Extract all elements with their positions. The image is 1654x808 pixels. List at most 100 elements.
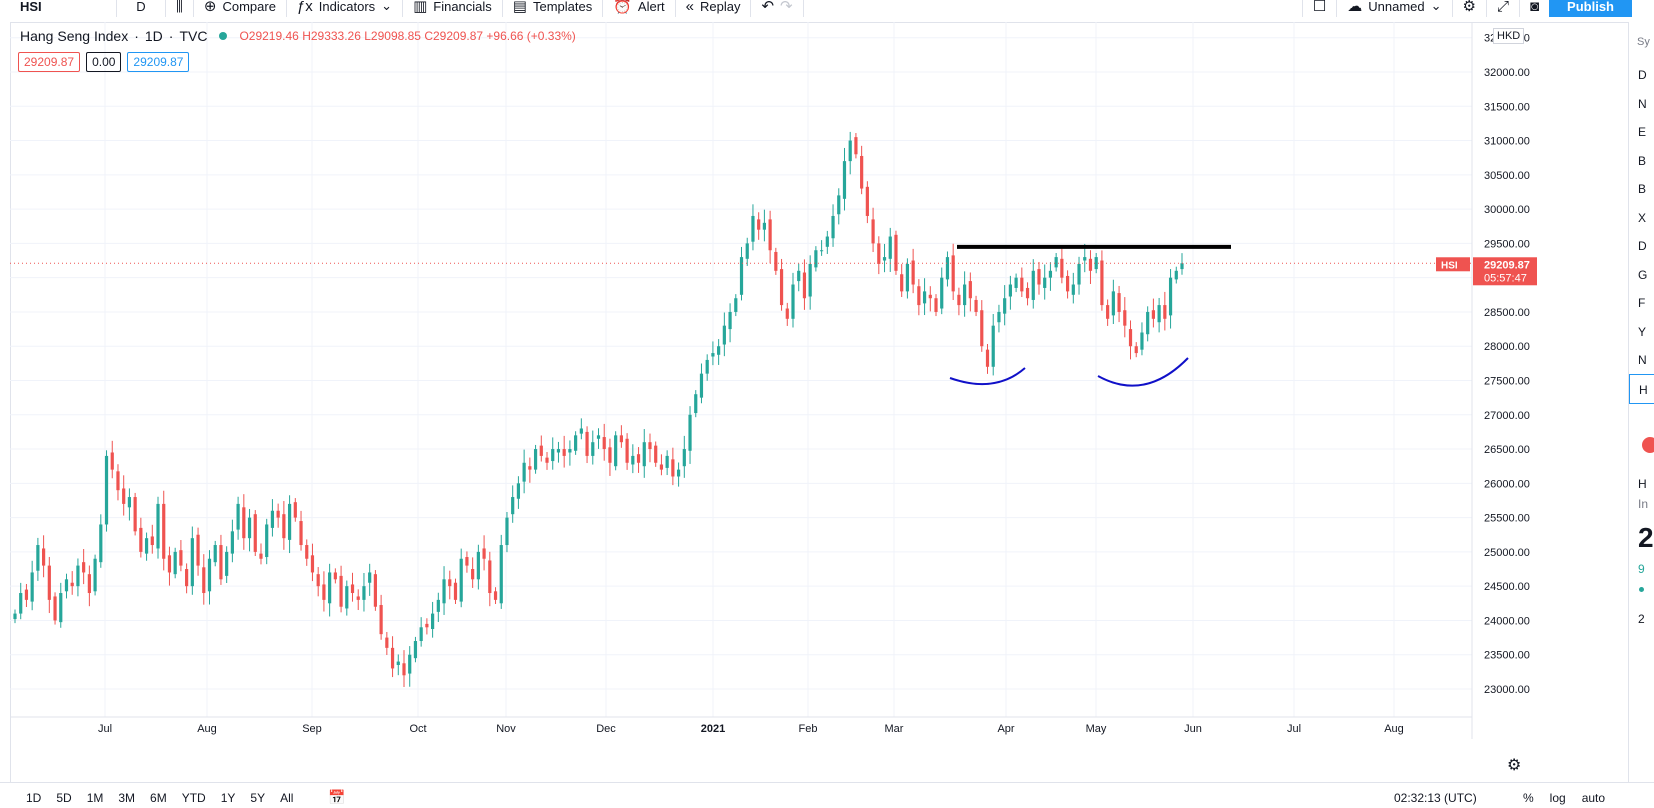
pattern-curve-left[interactable] <box>949 367 1026 386</box>
candle-body <box>1106 305 1110 319</box>
range-button-1m[interactable]: 1M <box>86 791 104 805</box>
candle-body <box>339 575 343 607</box>
range-button-5d[interactable]: 5D <box>56 791 72 805</box>
price-tick-label: 29500.00 <box>1484 238 1530 250</box>
range-button-6m[interactable]: 6M <box>150 791 167 805</box>
candle-body <box>24 589 29 600</box>
candle-body <box>688 414 692 451</box>
candle-body <box>282 514 286 539</box>
candle-body <box>442 579 446 604</box>
calendar-icon[interactable]: 📅 <box>328 789 346 805</box>
maximize-button[interactable]: ⤢ <box>1485 0 1519 17</box>
candle-body <box>791 284 795 319</box>
candle-body <box>59 593 63 623</box>
timezone-clock[interactable]: 02:32:13 (UTC) <box>1394 791 1477 805</box>
percent-scale-toggle[interactable]: % <box>1523 791 1534 805</box>
price-tick-label: 24000.00 <box>1484 615 1530 627</box>
candle-body <box>1180 263 1184 270</box>
candle-body <box>322 584 326 600</box>
range-button-all[interactable]: All <box>280 791 294 805</box>
settings-button[interactable]: ⚙ <box>1451 0 1486 17</box>
watchlist-row[interactable]: Y <box>1638 324 1647 339</box>
undo-icon[interactable]: ↶ <box>761 0 775 15</box>
publish-button[interactable]: Publish <box>1549 0 1632 17</box>
range-button-1d[interactable]: 1D <box>26 791 42 805</box>
candle-body <box>373 574 377 607</box>
time-tick-label: Nov <box>496 723 516 735</box>
chart-style-button[interactable]: ⫼ <box>166 0 194 17</box>
watchlist-row[interactable]: B <box>1638 153 1647 168</box>
financials-button[interactable]: ▥ Financials <box>403 0 503 17</box>
legend-change: +96.66 (+0.33%) <box>486 29 576 43</box>
indicators-button[interactable]: ƒx Indicators ⌄ <box>287 0 404 17</box>
price-tick-label: 23500.00 <box>1484 650 1530 662</box>
watchlist-row[interactable]: B <box>1638 182 1647 196</box>
bottom-toolbar: 1D 5D 1M 3M 6M YTD 1Y 5Y All 📅 02:32:13 (UTC) % … <box>0 782 1654 808</box>
candle-body <box>1168 277 1173 316</box>
compare-button[interactable]: ⊕ Compare <box>194 0 287 17</box>
range-button-ytd[interactable]: YTD <box>181 791 206 805</box>
candle-body <box>568 449 572 453</box>
candle-body <box>379 605 383 635</box>
redo-icon[interactable]: ↷ <box>780 0 793 15</box>
indicators-label: Indicators <box>318 0 376 14</box>
camera-icon: ◙ <box>1529 0 1540 15</box>
interval-button[interactable]: D <box>117 0 166 17</box>
templates-button[interactable]: ▤ Templates <box>503 0 604 17</box>
watchlist-panel-tab[interactable] <box>1632 0 1654 17</box>
candle-body <box>499 545 503 604</box>
candle-body <box>390 647 395 669</box>
currency-label[interactable]: HKD <box>1493 28 1525 44</box>
time-tick-label: Jun <box>1184 723 1202 735</box>
watchlist-row[interactable]: N <box>1638 96 1647 111</box>
candle-body <box>642 442 646 467</box>
fullscreen-toggle[interactable]: ☐ <box>1301 0 1336 17</box>
price-chart[interactable]: 32500.0032000.0031500.0031000.0030500.00… <box>10 22 1628 782</box>
legend-ohlc: O29219.46 H29333.26 L29098.85 C29209.87 … <box>239 29 575 43</box>
range-button-3m[interactable]: 3M <box>118 791 136 805</box>
watchlist-row[interactable]: D <box>1638 239 1647 253</box>
alarm-icon: ⏰ <box>613 0 632 15</box>
watchlist-row[interactable]: E <box>1638 125 1647 139</box>
candle-body <box>196 534 200 566</box>
candle-body <box>825 236 829 247</box>
sell-price-chip[interactable]: 29209.87 <box>18 52 81 72</box>
candle-body <box>888 236 892 259</box>
replay-button[interactable]: « Replay <box>676 0 752 17</box>
watchlist-row[interactable]: X <box>1638 210 1647 225</box>
chart-settings-icon[interactable]: ⚙ <box>1507 757 1522 774</box>
candle-body <box>1031 270 1035 300</box>
detail-sub: In <box>1638 497 1649 511</box>
auto-scale-toggle[interactable]: auto <box>1581 791 1606 805</box>
candle-body <box>36 545 40 571</box>
market-status-dot <box>219 32 228 40</box>
watchlist-row[interactable]: G <box>1638 267 1648 282</box>
detail-range: 2 <box>1638 612 1645 626</box>
log-scale-toggle[interactable]: log <box>1549 791 1566 805</box>
pattern-curve-right[interactable] <box>1097 357 1189 387</box>
candle-body <box>522 462 526 482</box>
candle-body <box>396 661 400 666</box>
candle-body <box>265 524 269 558</box>
candle-body <box>911 260 915 285</box>
candle-body <box>745 243 749 259</box>
symbol-search-button[interactable]: HSI <box>0 0 117 17</box>
candle-body <box>539 445 543 456</box>
watchlist-row[interactable]: D <box>1638 68 1647 82</box>
price-tick-label: 28500.00 <box>1484 307 1530 319</box>
watchlist-row[interactable]: H <box>1629 373 1654 404</box>
watchlist-row[interactable]: N <box>1638 353 1647 367</box>
buy-sell-chips: 29209.87 0.00 29209.87 <box>18 52 190 72</box>
candle-body <box>299 521 303 546</box>
snapshot-button[interactable]: ◙ <box>1518 0 1549 17</box>
candle-body <box>82 562 86 573</box>
buy-price-chip[interactable]: 29209.87 <box>127 52 190 72</box>
range-button-1y[interactable]: 1Y <box>220 791 236 805</box>
alert-button[interactable]: ⏰ Alert <box>603 0 676 17</box>
cloud-icon: ☁ <box>1347 0 1363 15</box>
layout-menu-button[interactable]: ☁ Unnamed ⌄ <box>1336 0 1451 17</box>
candle-body <box>328 572 332 604</box>
candle-body <box>1151 310 1155 319</box>
watchlist-row[interactable]: F <box>1638 296 1646 310</box>
range-button-5y[interactable]: 5Y <box>250 791 266 805</box>
